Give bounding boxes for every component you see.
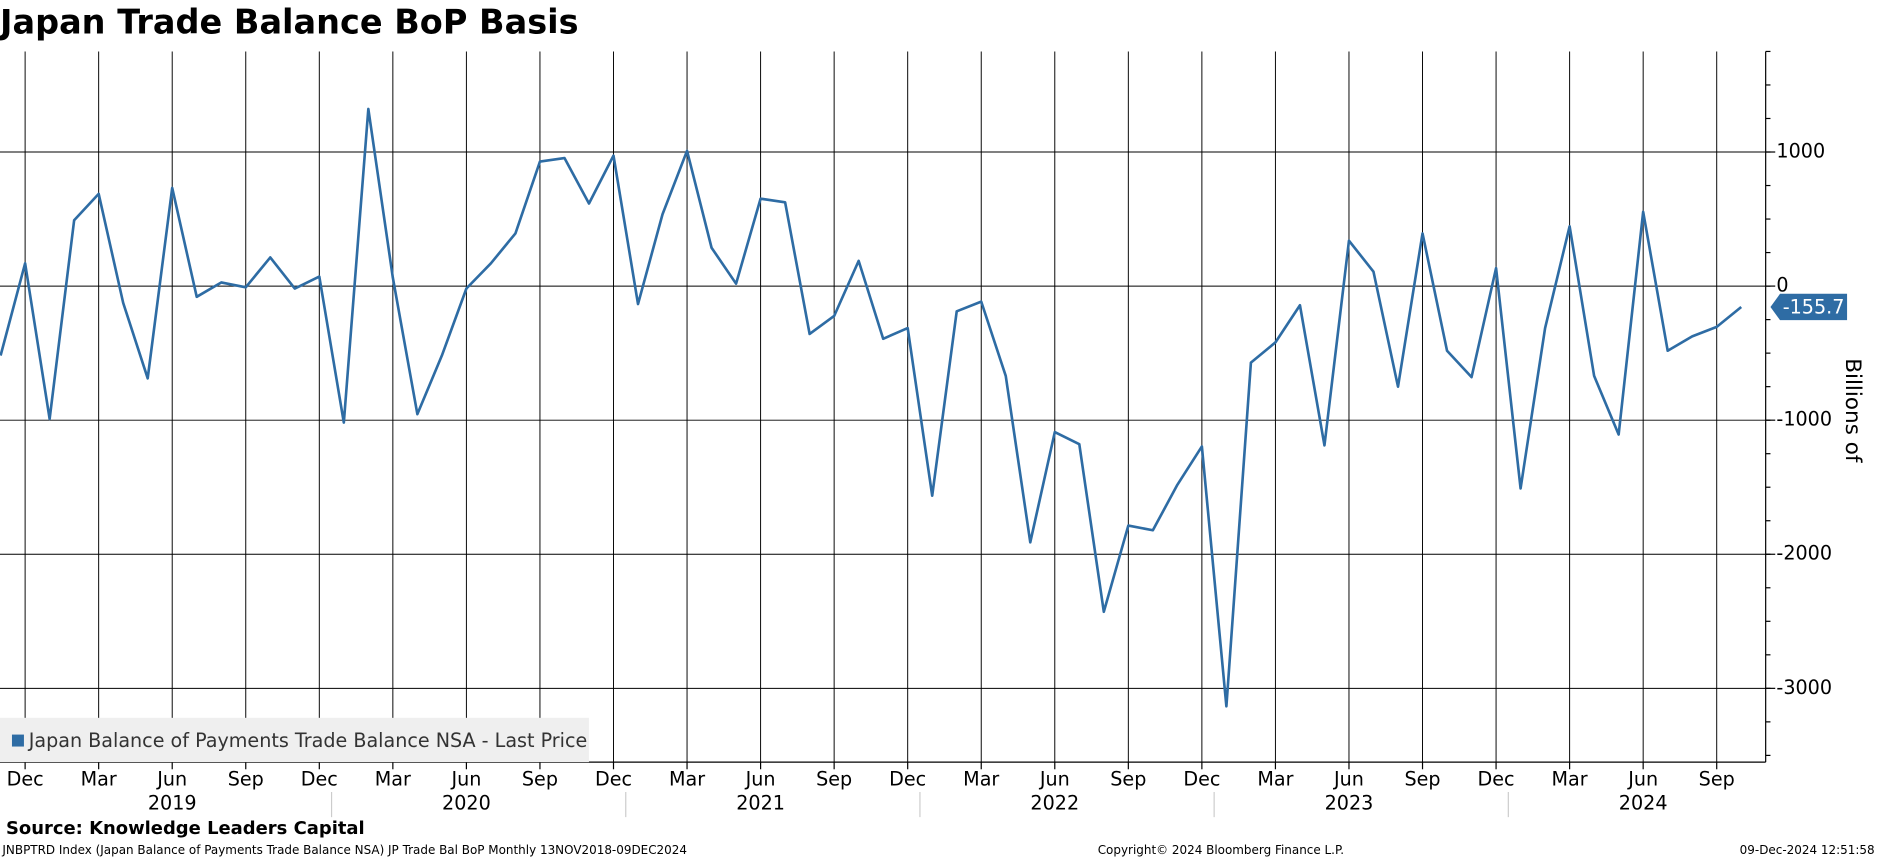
x-tick-label: Mar bbox=[669, 768, 705, 791]
footer-timestamp: 09-Dec-2024 12:51:58 bbox=[1740, 843, 1875, 857]
x-tick-label: Sep bbox=[228, 768, 264, 791]
x-tick-label: Dec bbox=[1478, 768, 1515, 791]
x-tick-label: Sep bbox=[522, 768, 558, 791]
x-tick-label: Jun bbox=[745, 768, 776, 791]
y-tick-label: -1000 bbox=[1776, 408, 1832, 431]
y-axis-label: Billions of bbox=[1840, 358, 1865, 463]
x-tick-label: Jun bbox=[450, 768, 481, 791]
chart-title: Japan Trade Balance BoP Basis bbox=[0, 2, 579, 41]
x-tick-label: Mar bbox=[81, 768, 117, 791]
legend-swatch bbox=[11, 734, 24, 747]
year-label: 2021 bbox=[736, 791, 785, 814]
x-tick-label: Jun bbox=[1627, 768, 1658, 791]
year-label: 2024 bbox=[1619, 791, 1668, 814]
x-tick-label: Jun bbox=[1333, 768, 1364, 791]
x-tick-label: Dec bbox=[7, 768, 44, 791]
series-line bbox=[0, 107, 1743, 708]
x-tick-label: Mar bbox=[1257, 768, 1293, 791]
x-tick-label: Sep bbox=[1404, 768, 1440, 791]
year-label: 2022 bbox=[1030, 791, 1079, 814]
footer-description: JNBPTRD Index (Japan Balance of Payments… bbox=[1, 843, 687, 857]
y-tick-label: 0 bbox=[1776, 274, 1788, 297]
x-tick-label: Dec bbox=[1183, 768, 1220, 791]
x-tick-label: Mar bbox=[963, 768, 999, 791]
last-value-label: -155.7 bbox=[1783, 296, 1845, 319]
x-tick-label: Sep bbox=[1110, 768, 1146, 791]
x-tick-label: Mar bbox=[1552, 768, 1588, 791]
footer-copyright: Copyright© 2024 Bloomberg Finance L.P. bbox=[1098, 843, 1344, 857]
source: Source: Knowledge Leaders Capital bbox=[6, 818, 365, 839]
x-tick-label: Mar bbox=[375, 768, 411, 791]
x-tick-label: Jun bbox=[1039, 768, 1070, 791]
y-tick-label: 1000 bbox=[1776, 140, 1825, 163]
y-tick-label: -3000 bbox=[1776, 676, 1832, 699]
y-tick-label: -2000 bbox=[1776, 542, 1832, 565]
year-label: 2020 bbox=[442, 791, 491, 814]
x-tick-label: Jun bbox=[156, 768, 187, 791]
year-label: 2019 bbox=[148, 791, 197, 814]
legend-label: Japan Balance of Payments Trade Balance … bbox=[28, 729, 588, 752]
legend-box bbox=[0, 717, 589, 763]
x-tick-label: Sep bbox=[816, 768, 852, 791]
last-value-tag bbox=[1770, 293, 1848, 321]
x-tick-label: Sep bbox=[1699, 768, 1735, 791]
x-tick-label: Dec bbox=[595, 768, 632, 791]
x-tick-label: Dec bbox=[889, 768, 926, 791]
year-label: 2023 bbox=[1325, 791, 1374, 814]
x-tick-label: Dec bbox=[301, 768, 338, 791]
